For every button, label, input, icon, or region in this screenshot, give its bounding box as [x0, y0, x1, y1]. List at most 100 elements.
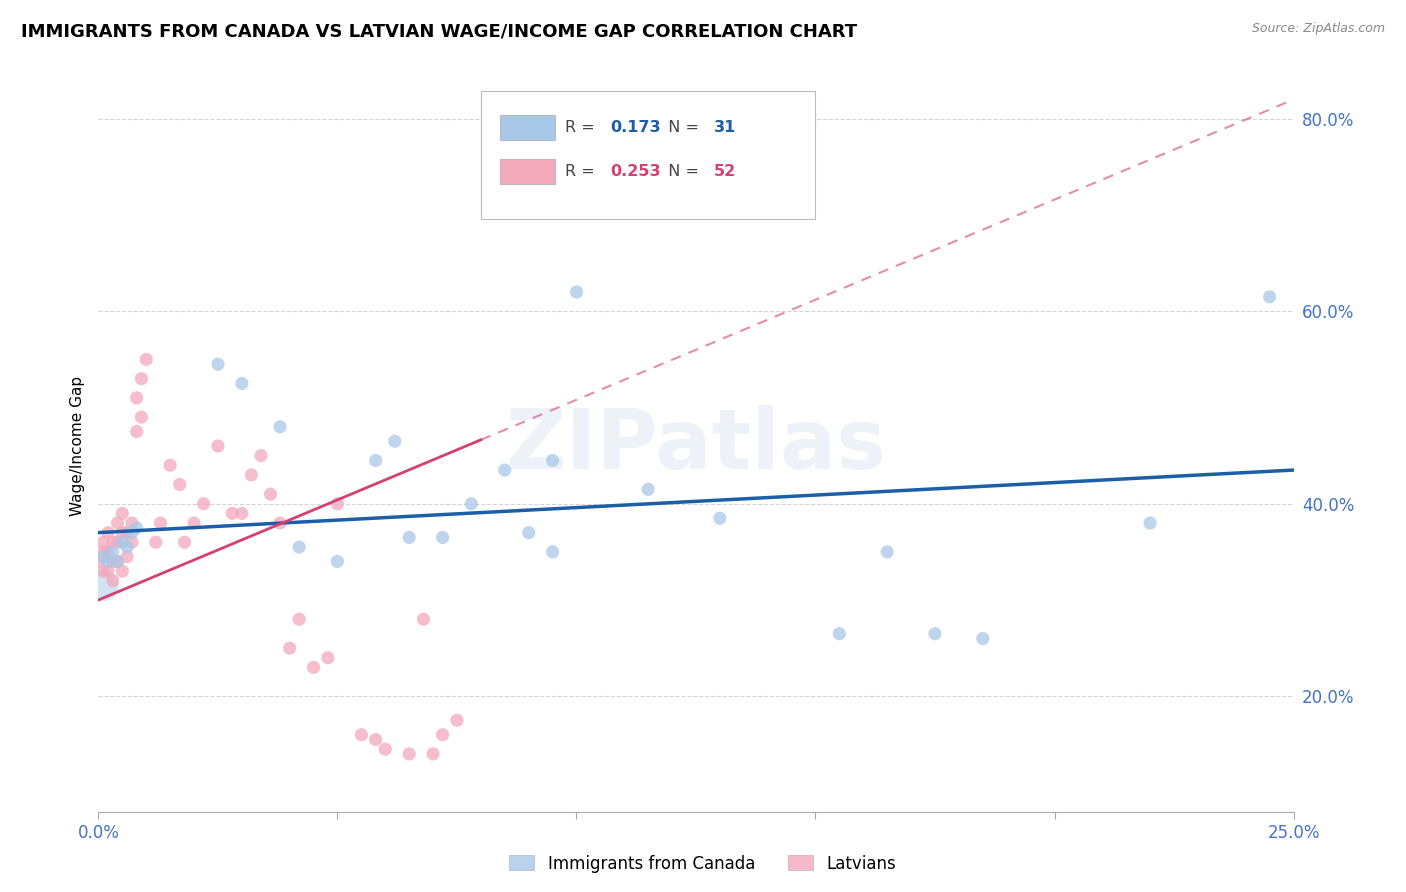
Point [145, 535, 167, 549]
Point [398, 530, 420, 544]
Point [111, 507, 134, 521]
Text: 52: 52 [714, 164, 737, 179]
Point [107, 554, 129, 568]
Point [541, 545, 564, 559]
Point [259, 487, 281, 501]
Text: 0.173: 0.173 [610, 120, 661, 136]
Point [115, 540, 138, 554]
Point [149, 516, 172, 530]
Text: N =: N = [658, 120, 704, 136]
Point [91, 564, 114, 578]
Point [91, 535, 114, 549]
Point [111, 535, 134, 549]
Point [460, 497, 482, 511]
Text: Source: ZipAtlas.com: Source: ZipAtlas.com [1251, 22, 1385, 36]
Point [972, 632, 994, 646]
FancyBboxPatch shape [501, 115, 555, 140]
Point [326, 554, 349, 568]
Point [131, 371, 153, 385]
Point [250, 449, 273, 463]
Point [709, 511, 731, 525]
Point [828, 626, 851, 640]
Y-axis label: Wage/Income Gap: Wage/Income Gap [69, 376, 84, 516]
Text: N =: N = [658, 164, 704, 179]
Point [374, 742, 396, 756]
Point [111, 564, 134, 578]
Point [278, 641, 301, 656]
Point [169, 477, 191, 491]
Point [288, 540, 311, 554]
Point [541, 453, 564, 467]
Point [364, 453, 387, 467]
Point [384, 434, 406, 449]
Point [1258, 290, 1281, 304]
Point [97, 564, 120, 578]
Point [101, 535, 124, 549]
Point [131, 410, 153, 425]
Point [91, 578, 114, 592]
FancyBboxPatch shape [481, 91, 815, 219]
Text: ZIPatlas: ZIPatlas [506, 406, 886, 486]
Point [121, 525, 143, 540]
Point [121, 535, 143, 549]
Point [125, 391, 148, 405]
Point [207, 357, 229, 371]
Point [107, 516, 129, 530]
Point [398, 747, 420, 761]
Point [121, 516, 143, 530]
Point [221, 507, 243, 521]
Text: 31: 31 [714, 120, 737, 136]
Point [91, 545, 114, 559]
Point [107, 554, 129, 568]
Point [97, 545, 120, 559]
Point [207, 439, 229, 453]
Legend: Immigrants from Canada, Latvians: Immigrants from Canada, Latvians [503, 848, 903, 880]
Point [446, 714, 468, 728]
Point [350, 728, 373, 742]
Text: IMMIGRANTS FROM CANADA VS LATVIAN WAGE/INCOME GAP CORRELATION CHART: IMMIGRANTS FROM CANADA VS LATVIAN WAGE/I… [21, 22, 858, 40]
FancyBboxPatch shape [501, 160, 555, 184]
Point [125, 521, 148, 535]
Point [364, 732, 387, 747]
Point [432, 728, 454, 742]
Point [637, 483, 659, 497]
Point [107, 535, 129, 549]
Point [91, 549, 114, 564]
Point [565, 285, 588, 299]
Point [288, 612, 311, 626]
Point [326, 497, 349, 511]
Point [422, 747, 444, 761]
Point [115, 525, 138, 540]
Point [111, 525, 134, 540]
Text: 0.253: 0.253 [610, 164, 661, 179]
Point [924, 626, 946, 640]
Point [173, 535, 195, 549]
Point [494, 463, 516, 477]
Point [302, 660, 325, 674]
Point [101, 554, 124, 568]
Point [269, 419, 291, 434]
Point [125, 425, 148, 439]
Point [97, 554, 120, 568]
Text: R =: R = [565, 120, 599, 136]
Point [316, 650, 339, 665]
Point [269, 516, 291, 530]
Point [101, 545, 124, 559]
Point [432, 530, 454, 544]
Point [231, 507, 253, 521]
Point [101, 574, 124, 588]
Point [876, 545, 898, 559]
Point [183, 516, 205, 530]
Text: R =: R = [565, 164, 599, 179]
Point [1139, 516, 1161, 530]
Point [135, 352, 157, 367]
Point [517, 525, 540, 540]
Point [97, 525, 120, 540]
Point [240, 467, 263, 482]
Point [159, 458, 181, 473]
Point [115, 549, 138, 564]
Point [87, 554, 110, 568]
Point [412, 612, 434, 626]
Point [231, 376, 253, 391]
Point [193, 497, 215, 511]
